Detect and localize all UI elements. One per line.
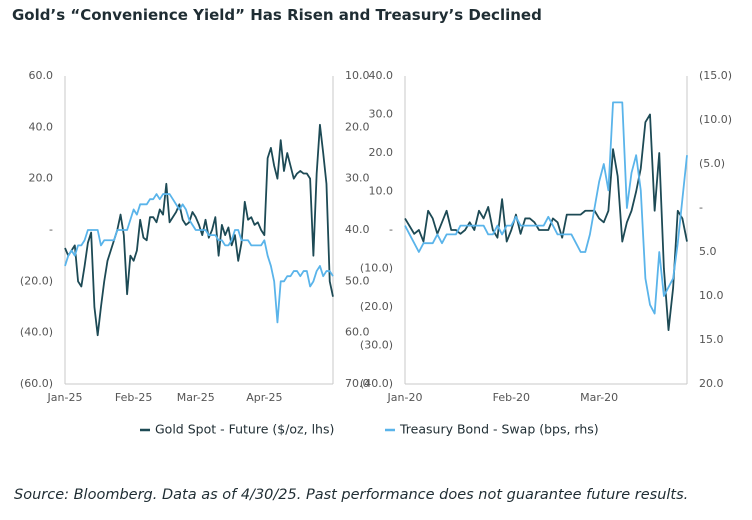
x-tick-label: Apr-25 bbox=[246, 391, 282, 404]
y-tick-label: 60.0 bbox=[29, 69, 54, 82]
y-tick-label: - bbox=[389, 223, 393, 236]
y2-tick-label: 15.0 bbox=[699, 333, 724, 346]
x-tick-label: Feb-25 bbox=[115, 391, 152, 404]
y-tick-label: 20.0 bbox=[369, 146, 394, 159]
series-line bbox=[404, 101, 688, 315]
y-tick-label: - bbox=[49, 223, 53, 236]
y2-tick-label: 40.0 bbox=[345, 223, 370, 236]
x-tick-label: Mar-20 bbox=[580, 391, 618, 404]
y2-tick-label: 30.0 bbox=[345, 172, 370, 185]
series-line bbox=[64, 123, 334, 337]
y2-tick-label: (5.0) bbox=[699, 157, 725, 170]
legend-label: Gold Spot - Future ($/oz, lhs) bbox=[155, 422, 334, 437]
y-tick-label: 20.0 bbox=[29, 172, 54, 185]
y-tick-label: (30.0) bbox=[360, 339, 393, 352]
y-tick-label: 10.0 bbox=[369, 185, 394, 198]
y2-tick-label: (10.0) bbox=[699, 113, 732, 126]
y2-tick-label: 60.0 bbox=[345, 326, 370, 339]
y-tick-label: (60.0) bbox=[20, 377, 53, 390]
y2-tick-label: 10.0 bbox=[345, 69, 370, 82]
x-tick-label: Jan-20 bbox=[387, 391, 423, 404]
x-tick-label: Jan-25 bbox=[47, 391, 83, 404]
y-tick-label: 40.0 bbox=[29, 120, 54, 133]
x-tick-label: Mar-25 bbox=[177, 391, 215, 404]
source-note: Source: Bloomberg. Data as of 4/30/25. P… bbox=[14, 487, 688, 503]
y2-tick-label: 5.0 bbox=[699, 245, 717, 258]
y2-tick-label: 70.0 bbox=[345, 377, 370, 390]
y-tick-label: 30.0 bbox=[369, 108, 394, 121]
y2-tick-label: (15.0) bbox=[699, 69, 732, 82]
y2-tick-label: 10.0 bbox=[699, 289, 724, 302]
series-line bbox=[64, 193, 334, 324]
y-tick-label: (40.0) bbox=[20, 326, 53, 339]
y-tick-label: (20.0) bbox=[360, 300, 393, 313]
y-tick-label: (10.0) bbox=[360, 262, 393, 275]
y2-tick-label: - bbox=[699, 201, 703, 214]
chart-title: Gold’s “Convenience Yield” Has Risen and… bbox=[12, 6, 542, 24]
y-tick-label: (40.0) bbox=[360, 377, 393, 390]
y2-tick-label: 20.0 bbox=[345, 120, 370, 133]
series-line bbox=[404, 113, 688, 331]
y-tick-label: 40.0 bbox=[369, 69, 394, 82]
legend-label: Treasury Bond - Swap (bps, rhs) bbox=[399, 422, 599, 437]
x-tick-label: Feb-20 bbox=[493, 391, 530, 404]
y2-tick-label: 50.0 bbox=[345, 274, 370, 287]
y2-tick-label: 20.0 bbox=[699, 377, 724, 390]
y-tick-label: (20.0) bbox=[20, 274, 53, 287]
